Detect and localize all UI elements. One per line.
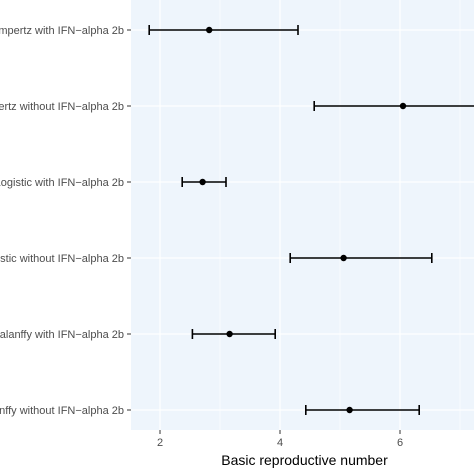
y-tick-label: von Bertalanffy without IFN−alpha 2b	[0, 405, 124, 417]
point-estimate	[340, 254, 347, 262]
y-tick-label: Logistic without IFN−alpha 2b	[0, 253, 124, 265]
points	[199, 26, 407, 414]
y-tick-label: Logistic with IFN−alpha 2b	[0, 177, 124, 189]
point-estimate	[226, 330, 233, 338]
point-estimate	[399, 102, 407, 110]
plot-panel	[131, 0, 474, 430]
point-estimate	[199, 178, 206, 186]
x-axis-title: Basic reproductive number	[221, 452, 388, 468]
errorbar	[191, 329, 277, 339]
y-tick-label: von Bertalanffy with IFN−alpha 2b	[0, 329, 124, 341]
grid-minor	[219, 0, 461, 430]
errorbar	[289, 253, 433, 263]
x-tick-label: 4	[277, 437, 283, 449]
point-estimate	[346, 406, 353, 414]
x-tick-label: 6	[397, 437, 403, 449]
errorbar	[148, 25, 299, 35]
y-tick-label: Gompertz with IFN−alpha 2b	[0, 25, 124, 37]
x-axis: 2 4 6	[157, 430, 403, 449]
x-tick-label: 2	[157, 437, 163, 449]
point-estimate	[206, 26, 213, 34]
y-tick-label: Gompertz without IFN−alpha 2b	[0, 101, 124, 113]
y-axis: Gompertz with IFN−alpha 2b Gompertz witho…	[0, 25, 131, 417]
errorbar	[304, 405, 421, 415]
